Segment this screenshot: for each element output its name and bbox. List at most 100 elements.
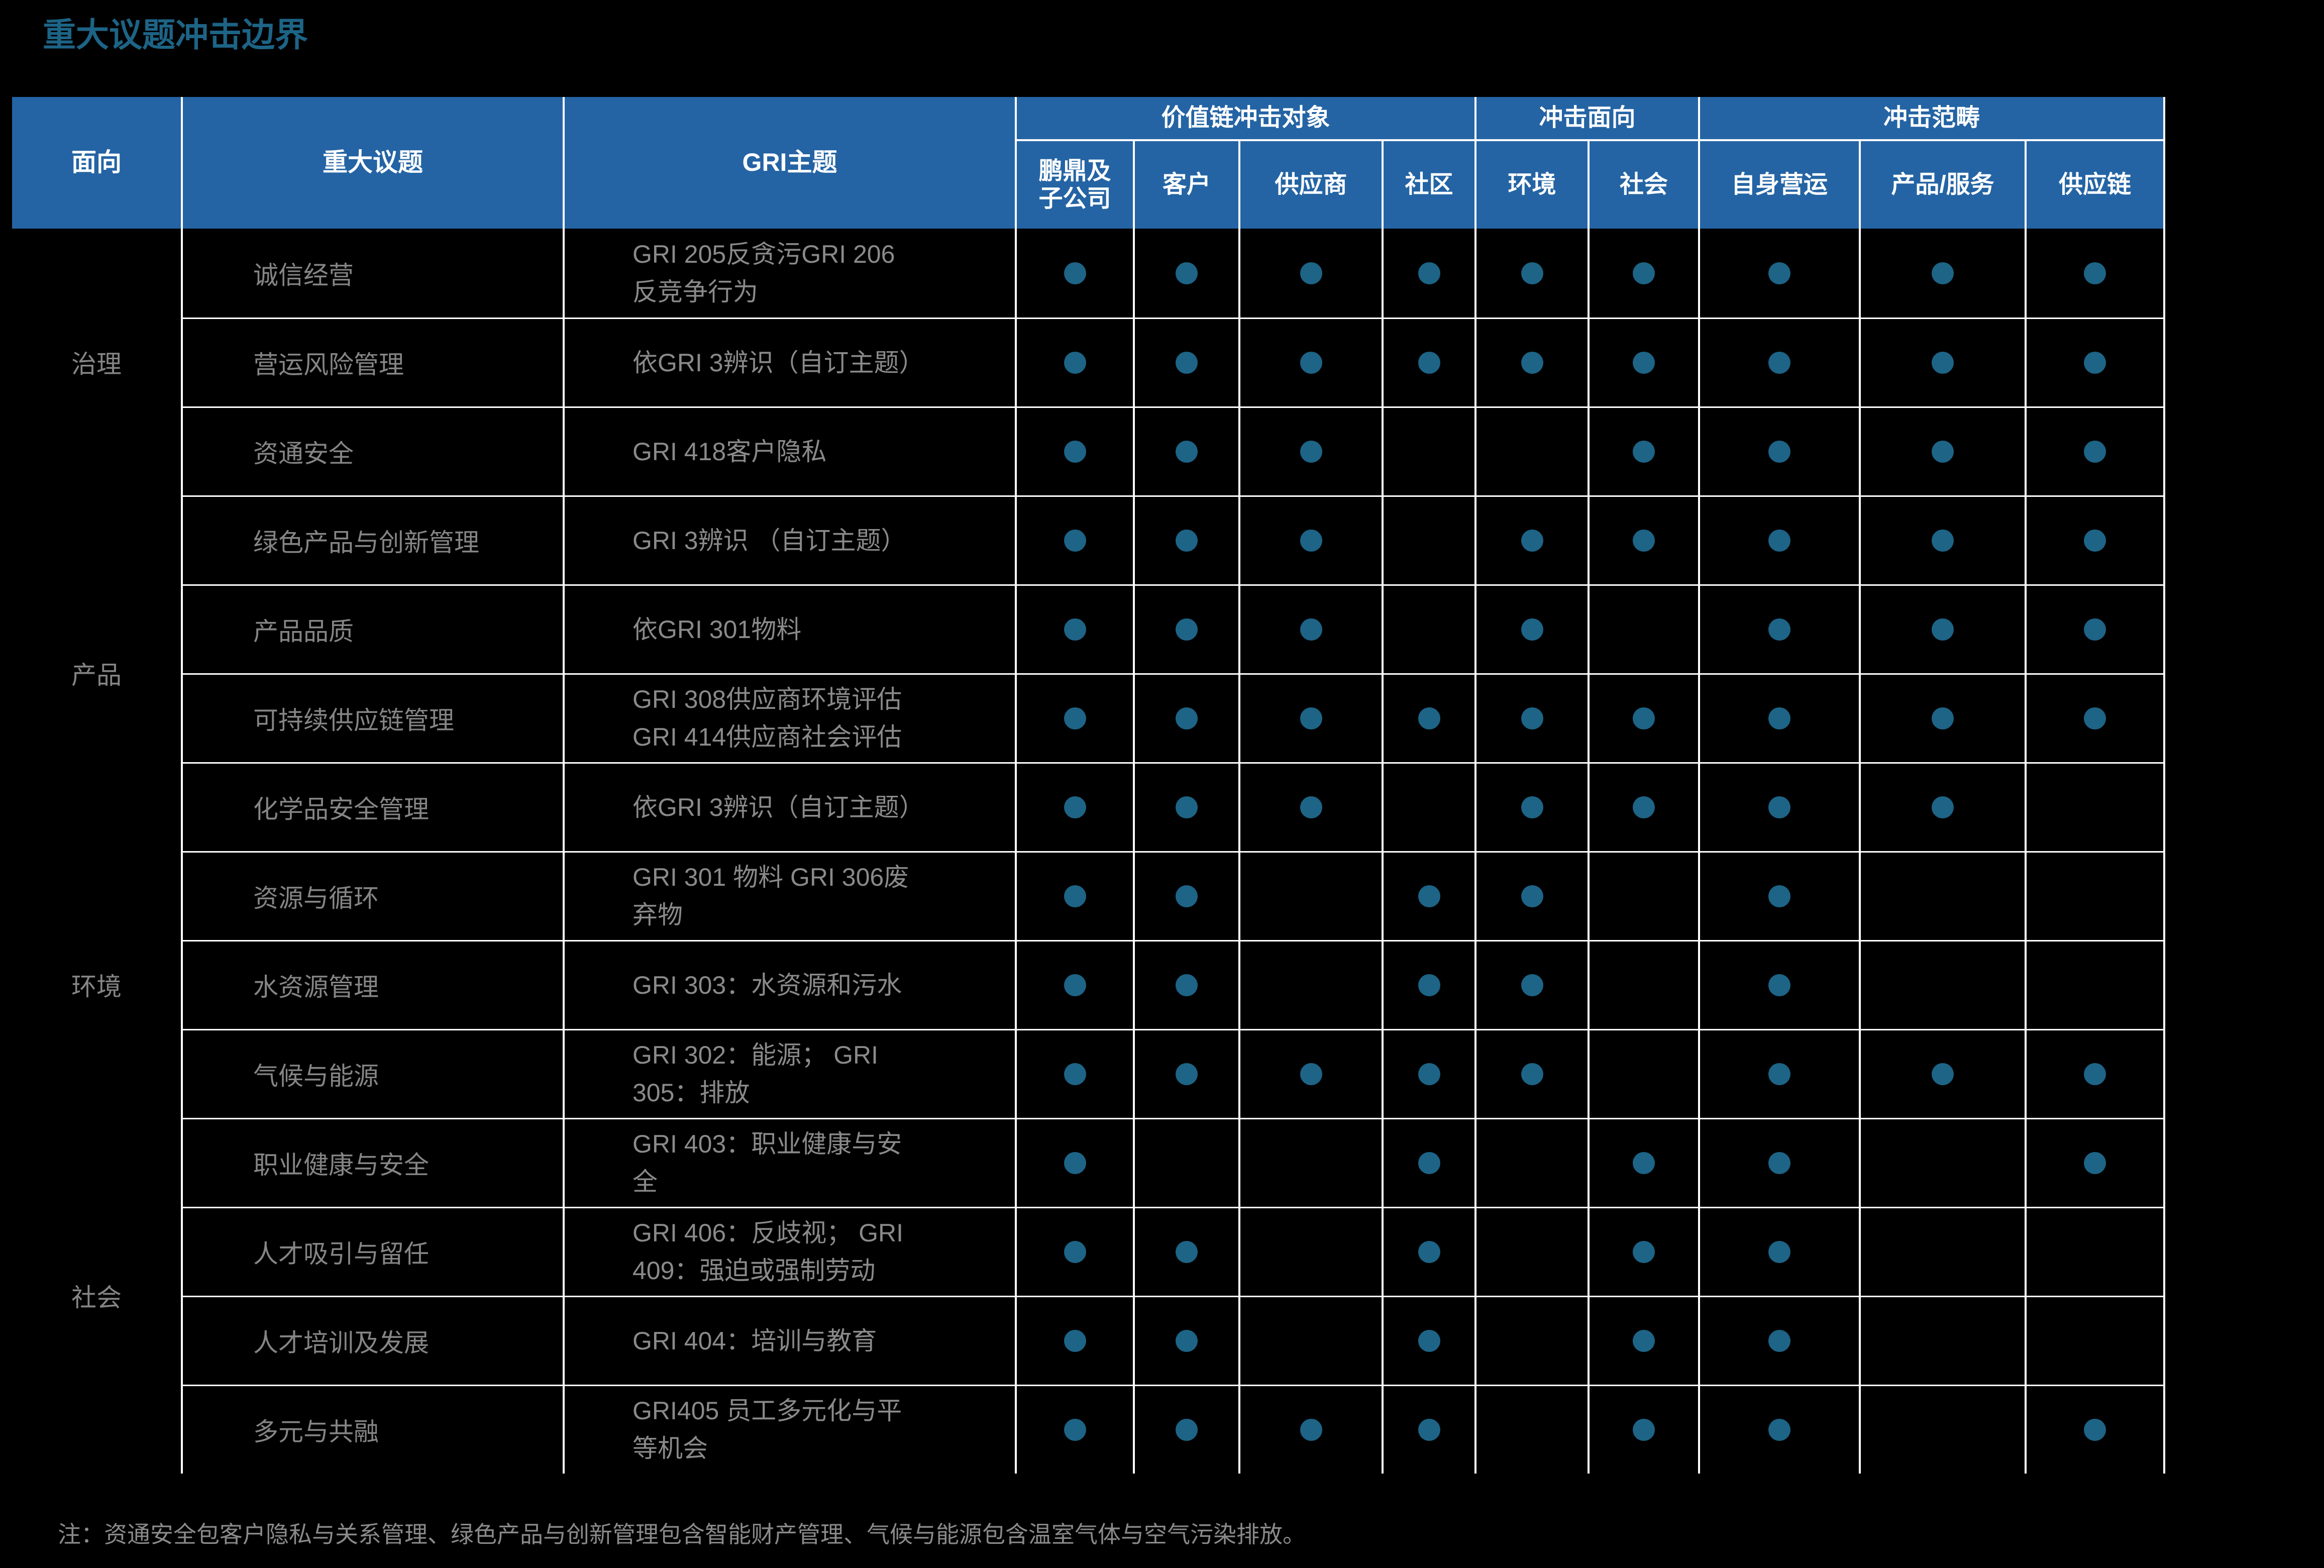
impact-cell [1238,229,1382,318]
impact-dot [1176,618,1198,641]
impact-cell [1859,584,2025,673]
impact-dot [1064,530,1086,552]
gri-topic-cell: GRI 303：水资源和污水 [563,940,1015,1029]
impact-cell [1015,406,1133,495]
impact-dot [1176,262,1198,284]
impact-cell [1238,1118,1382,1207]
impact-cell [1238,1029,1382,1118]
gri-topic-cell: GRI 418客户隐私 [563,406,1015,495]
header-group-2: 冲击面向 [1474,97,1698,141]
impact-cell [1382,1296,1474,1385]
aspect-group-label: 环境 [71,972,122,1001]
impact-cell [1474,940,1588,1029]
impact-dot [1418,885,1440,907]
gri-topic-cell: 依GRI 301物料 [563,584,1015,673]
impact-dot [1064,707,1086,729]
impact-dot [1418,707,1440,729]
impact-dot [1418,1419,1440,1441]
impact-dot [1176,1330,1198,1352]
impact-dot [1300,352,1322,374]
issue-cell: 人才吸引与留任 [181,1207,563,1296]
impact-cell [1474,762,1588,851]
impact-dot [1633,1241,1655,1263]
header-subcol: 鹏鼎及 子公司 [1015,141,1133,229]
impact-dot [2084,618,2106,641]
impact-cell [1588,584,1698,673]
impact-cell [1859,1385,2025,1474]
impact-dot [1418,1241,1440,1263]
impact-cell [1238,851,1382,940]
impact-cell [2025,762,2165,851]
impact-dot [1768,618,1790,641]
impact-cell [1588,229,1698,318]
impact-cell [2025,229,2165,318]
impact-dot [1176,707,1198,729]
impact-cell [1015,1207,1133,1296]
impact-cell [1382,584,1474,673]
impact-dot [2084,707,2106,729]
impact-dot [1176,530,1198,552]
page-title: 重大议题冲击边界 [43,16,308,53]
footnote: 注：资通安全包客户隐私与关系管理、绿色产品与创新管理包含智能财产管理、气候与能源… [58,1521,1306,1547]
impact-cell [1238,495,1382,584]
header-aspect: 面向 [12,97,181,229]
impact-dot [1064,1330,1086,1352]
impact-cell [1133,940,1238,1029]
impact-dot [1300,530,1322,552]
impact-cell [1133,406,1238,495]
impact-cell [1698,584,1859,673]
impact-cell [1238,584,1382,673]
impact-cell [1015,318,1133,406]
impact-dot [1768,974,1790,996]
impact-cell [1859,1207,2025,1296]
impact-cell [1238,940,1382,1029]
impact-dot [1176,352,1198,374]
impact-cell [1588,1207,1698,1296]
impact-cell [1133,851,1238,940]
impact-cell [2025,673,2165,762]
impact-cell [1859,318,2025,406]
impact-cell [1015,1385,1133,1474]
impact-cell [1015,495,1133,584]
header-subcol: 社区 [1382,141,1474,229]
impact-cell [1133,673,1238,762]
impact-cell [1474,406,1588,495]
impact-dot [1176,1241,1198,1263]
impact-cell [1588,940,1698,1029]
impact-cell [1588,1385,1698,1474]
impact-cell [1382,940,1474,1029]
impact-dot [1521,885,1543,907]
impact-cell [1474,1029,1588,1118]
impact-cell [1238,318,1382,406]
impact-cell [1859,1296,2025,1385]
impact-cell [1015,1118,1133,1207]
impact-dot [1176,796,1198,818]
impact-dot [1932,618,1954,641]
impact-dot [1521,530,1543,552]
impact-cell [1474,1385,1588,1474]
impact-dot [1633,530,1655,552]
impact-cell [1859,673,2025,762]
impact-cell [1859,940,2025,1029]
impact-cell [2025,851,2165,940]
impact-cell [1698,229,1859,318]
header-subcol: 客户 [1133,141,1238,229]
impact-cell [1382,1385,1474,1474]
header-subcol: 产品/服务 [1859,141,2025,229]
impact-dot [1418,1330,1440,1352]
impact-cell [1859,1118,2025,1207]
impact-cell [1015,584,1133,673]
issue-cell: 资源与循环 [181,851,563,940]
impact-cell [1382,229,1474,318]
issue-cell: 营运风险管理 [181,318,563,406]
impact-dot [1633,1419,1655,1441]
impact-dot [1418,262,1440,284]
impact-dot [1768,262,1790,284]
header-issue: 重大议题 [181,97,563,229]
impact-dot [1064,796,1086,818]
impact-cell [1698,940,1859,1029]
impact-dot [1521,352,1543,374]
impact-cell [1859,406,2025,495]
impact-cell [2025,940,2165,1029]
impact-cell [1698,1029,1859,1118]
